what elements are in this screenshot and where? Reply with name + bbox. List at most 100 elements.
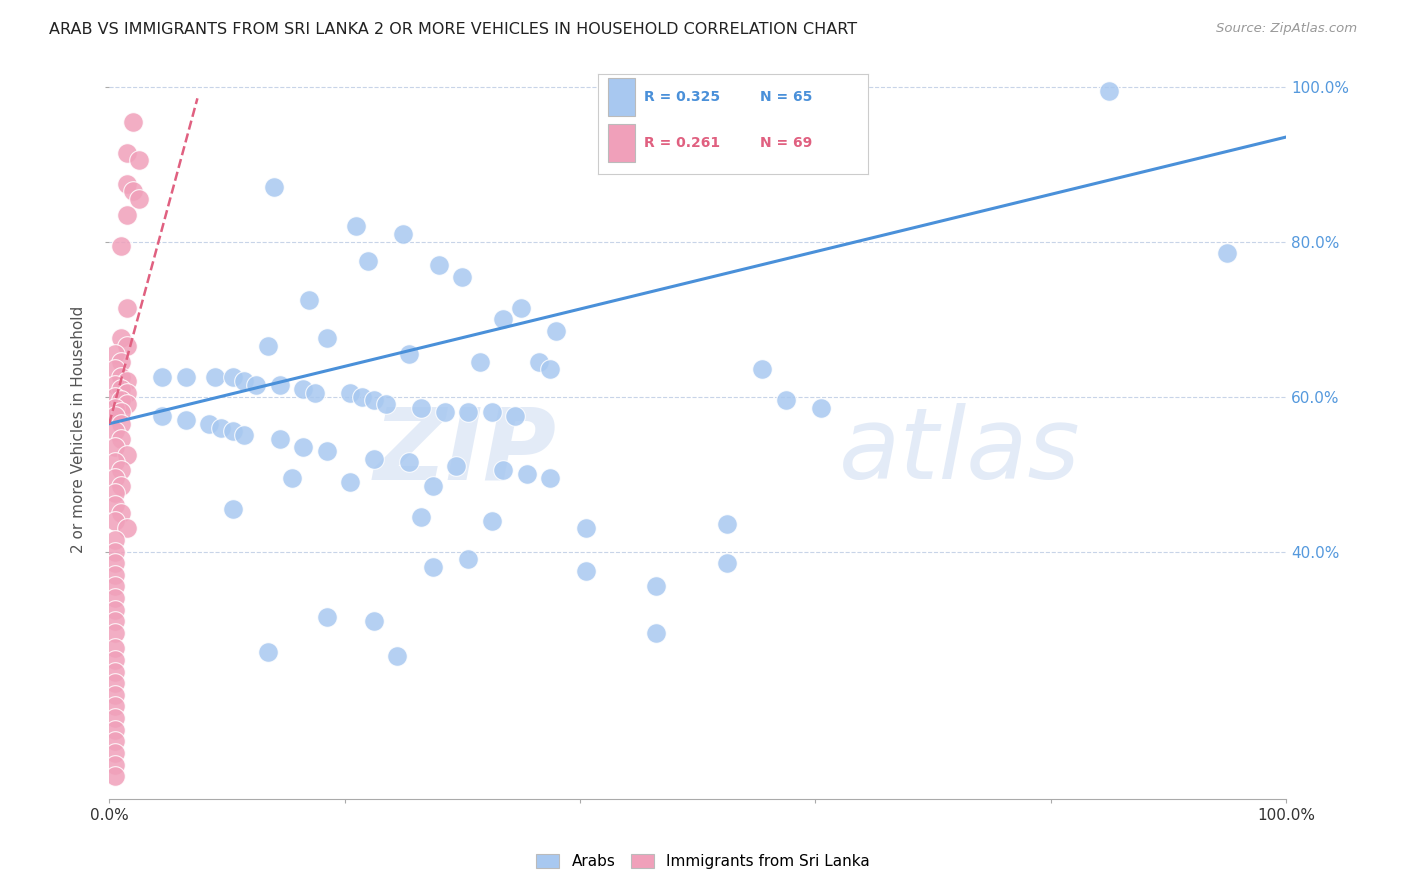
Text: ZIP: ZIP [374,403,557,500]
Point [174,370,197,384]
Point [104,614,127,628]
Point [115,208,138,222]
Point [481,405,503,419]
Point [104,734,127,748]
Point [110,393,132,408]
Point [115,177,138,191]
Point [115,521,138,535]
Point [104,723,127,737]
Y-axis label: 2 or more Vehicles in Household: 2 or more Vehicles in Household [72,306,86,553]
Point [115,374,138,388]
Point [104,486,127,500]
Point [104,347,127,361]
Point [433,405,456,419]
Point [104,498,127,512]
Point [344,219,367,234]
Point [104,533,127,547]
Point [115,385,138,400]
Point [468,355,491,369]
Point [104,440,127,454]
Point [104,556,127,570]
Point [104,362,127,376]
Point [104,676,127,690]
Point [1216,246,1239,260]
Point [280,471,302,485]
Point [398,347,420,361]
Point [492,312,515,326]
Text: atlas: atlas [839,403,1080,500]
Point [457,552,479,566]
Legend: Arabs, Immigrants from Sri Lanka: Arabs, Immigrants from Sri Lanka [530,847,876,875]
Point [540,362,562,376]
Point [357,254,380,268]
Point [716,517,738,532]
Point [104,699,127,714]
Point [110,432,132,446]
Point [150,409,173,423]
Point [363,393,385,408]
Point [104,746,127,760]
Point [104,769,127,783]
Point [204,370,226,384]
Point [409,509,432,524]
Point [115,301,138,315]
Point [110,370,132,384]
Point [110,506,132,520]
Point [110,355,132,369]
Point [110,405,132,419]
Point [257,645,280,659]
Point [128,153,150,168]
Point [121,184,143,198]
Point [104,579,127,593]
Point [546,324,568,338]
Point [292,440,315,454]
Point [104,591,127,605]
Point [616,84,638,98]
Point [1098,84,1121,98]
Point [233,428,256,442]
Point [245,378,267,392]
Point [339,385,361,400]
Point [104,425,127,439]
Point [387,649,409,664]
Point [104,641,127,656]
Point [115,397,138,411]
Point [150,370,173,384]
Point [222,370,245,384]
Point [374,397,396,411]
Point [104,471,127,485]
Point [233,374,256,388]
Text: Source: ZipAtlas.com: Source: ZipAtlas.com [1216,22,1357,36]
Point [257,339,280,353]
Point [104,626,127,640]
Point [104,711,127,725]
Point [110,238,132,252]
Point [363,614,385,628]
Point [209,420,232,434]
Point [751,362,773,376]
Point [451,269,474,284]
Point [457,405,479,419]
Point [810,401,832,416]
Point [481,514,503,528]
Point [315,443,337,458]
Point [304,385,326,400]
Point [104,567,127,582]
Point [645,626,668,640]
Point [104,378,127,392]
Point [363,451,385,466]
Point [398,455,420,469]
Text: ARAB VS IMMIGRANTS FROM SRI LANKA 2 OR MORE VEHICLES IN HOUSEHOLD CORRELATION CH: ARAB VS IMMIGRANTS FROM SRI LANKA 2 OR M… [49,22,858,37]
Point [110,382,132,396]
Point [115,339,138,353]
Point [104,401,127,416]
Point [292,382,315,396]
Point [392,227,415,241]
Point [339,475,361,489]
Point [110,463,132,477]
Point [128,192,150,206]
Point [575,564,598,578]
Point [104,544,127,558]
Point [115,145,138,160]
Point [104,757,127,772]
